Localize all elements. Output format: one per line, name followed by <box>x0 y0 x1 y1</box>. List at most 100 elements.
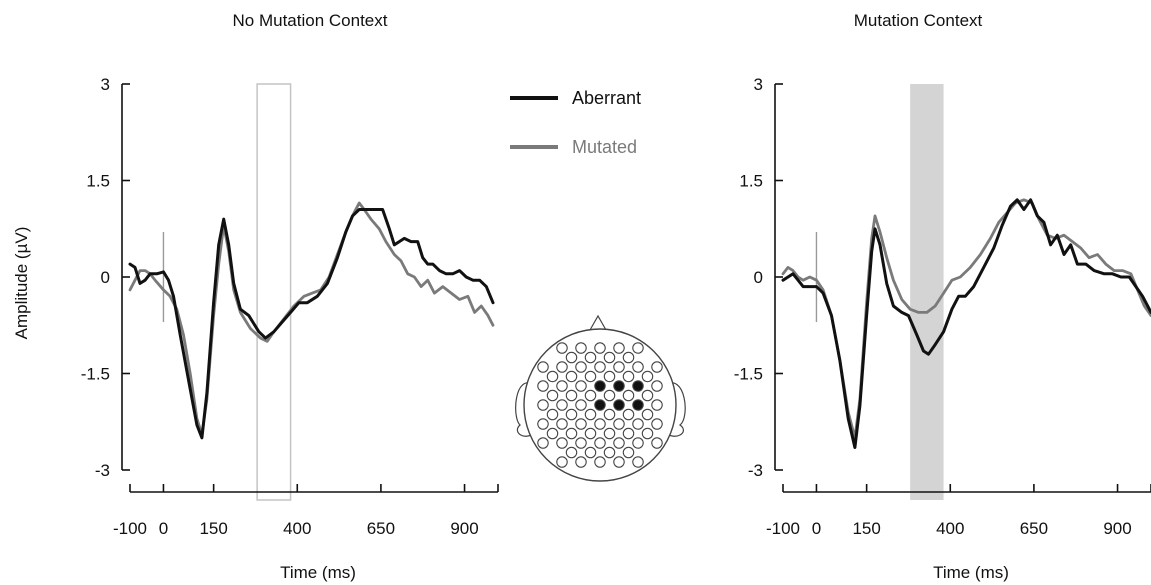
electrode <box>556 456 568 468</box>
electrode <box>556 418 568 430</box>
electrode <box>613 437 625 449</box>
x-axis-label: Time (ms) <box>280 563 356 582</box>
y-tick-label: -1.5 <box>81 365 110 384</box>
legend-label-aberrant: Aberrant <box>572 88 641 108</box>
electrode <box>622 408 635 421</box>
electrode <box>565 389 578 402</box>
electrode <box>622 389 635 402</box>
electrode <box>603 351 616 364</box>
electrode <box>603 408 616 421</box>
electrode-selected <box>613 380 625 392</box>
electrode <box>622 351 635 364</box>
electrode <box>584 446 597 459</box>
electrode <box>575 361 587 373</box>
electrode <box>632 342 644 354</box>
electrode <box>565 427 578 440</box>
electrode <box>603 370 616 383</box>
electrode <box>651 437 663 449</box>
electrode <box>603 389 616 402</box>
series-line-mutated <box>781 198 1151 440</box>
y-tick-label: -1.5 <box>734 365 763 384</box>
electrode <box>613 361 625 373</box>
y-tick-label: 0 <box>101 268 110 287</box>
electrode <box>594 361 606 373</box>
legend: Aberrant Mutated <box>510 88 641 157</box>
electrode <box>632 361 644 373</box>
y-tick-label: -3 <box>748 461 763 480</box>
electrode <box>641 408 654 421</box>
x-tick-label: 900 <box>450 519 478 538</box>
electrode <box>584 427 597 440</box>
electrode <box>622 446 635 459</box>
legend-label-mutated: Mutated <box>572 137 637 157</box>
electrode-selected <box>613 399 625 411</box>
electrode <box>622 370 635 383</box>
time-window-highlight <box>910 84 944 500</box>
x-tick-label: -100 <box>113 519 147 538</box>
electrode <box>641 389 654 402</box>
electrode <box>556 380 568 392</box>
electrode <box>632 456 644 468</box>
electrode <box>594 437 606 449</box>
electrode-selected <box>594 380 606 392</box>
electrode <box>575 380 587 392</box>
electrode <box>641 370 654 383</box>
electrode <box>546 389 559 402</box>
electrode <box>613 342 625 354</box>
x-tick-label: 150 <box>199 519 227 538</box>
electrode <box>565 446 578 459</box>
x-tick-label: 150 <box>852 519 880 538</box>
electrode <box>565 351 578 364</box>
electrode <box>537 418 549 430</box>
electrode <box>603 427 616 440</box>
electrode <box>584 351 597 364</box>
panel-mutation-context: Mutation Context 3 1.5 0 -1.5 -3 -100 0 150 400 65… <box>734 11 1151 582</box>
x-tick-label: 0 <box>812 519 821 538</box>
electrode-grid <box>537 342 663 468</box>
x-tick-label: -100 <box>766 519 800 538</box>
time-window-highlight <box>256 83 292 501</box>
electrode <box>584 408 597 421</box>
electrode <box>546 370 559 383</box>
electrode <box>546 408 559 421</box>
electrode <box>565 408 578 421</box>
electrode <box>594 418 606 430</box>
electrode <box>546 427 559 440</box>
electrode <box>651 418 663 430</box>
electrode-selected <box>594 399 606 411</box>
electrode <box>575 456 587 468</box>
panel-title: No Mutation Context <box>233 11 388 30</box>
electrode <box>632 437 644 449</box>
electrode <box>584 389 597 402</box>
electrode <box>556 342 568 354</box>
electrode <box>594 456 606 468</box>
y-tick-label: 3 <box>101 75 110 94</box>
electrode <box>575 437 587 449</box>
x-tick-label: 400 <box>283 519 311 538</box>
series-line-mutated <box>128 201 495 436</box>
electrode <box>632 418 644 430</box>
electrode <box>594 342 606 354</box>
electrode-selected <box>632 380 644 392</box>
series-line-aberrant <box>781 198 1151 449</box>
electrode <box>651 361 663 373</box>
x-tick-label: 0 <box>159 519 168 538</box>
y-tick-label: -3 <box>95 461 110 480</box>
electrode <box>641 427 654 440</box>
x-tick-label: 900 <box>1103 519 1131 538</box>
y-axis-label: Amplitude (µV) <box>12 227 31 340</box>
electrode <box>603 446 616 459</box>
y-tick-label: 3 <box>754 75 763 94</box>
x-tick-label: 400 <box>936 519 964 538</box>
series-line-aberrant <box>128 208 495 440</box>
electrode <box>537 380 549 392</box>
x-tick-label: 650 <box>1020 519 1048 538</box>
panel-title: Mutation Context <box>854 11 983 30</box>
electrode <box>651 380 663 392</box>
x-tick-label: 650 <box>367 519 395 538</box>
electrode <box>622 427 635 440</box>
x-axis-label: Time (ms) <box>933 563 1009 582</box>
electrode <box>575 399 587 411</box>
electrode <box>556 361 568 373</box>
